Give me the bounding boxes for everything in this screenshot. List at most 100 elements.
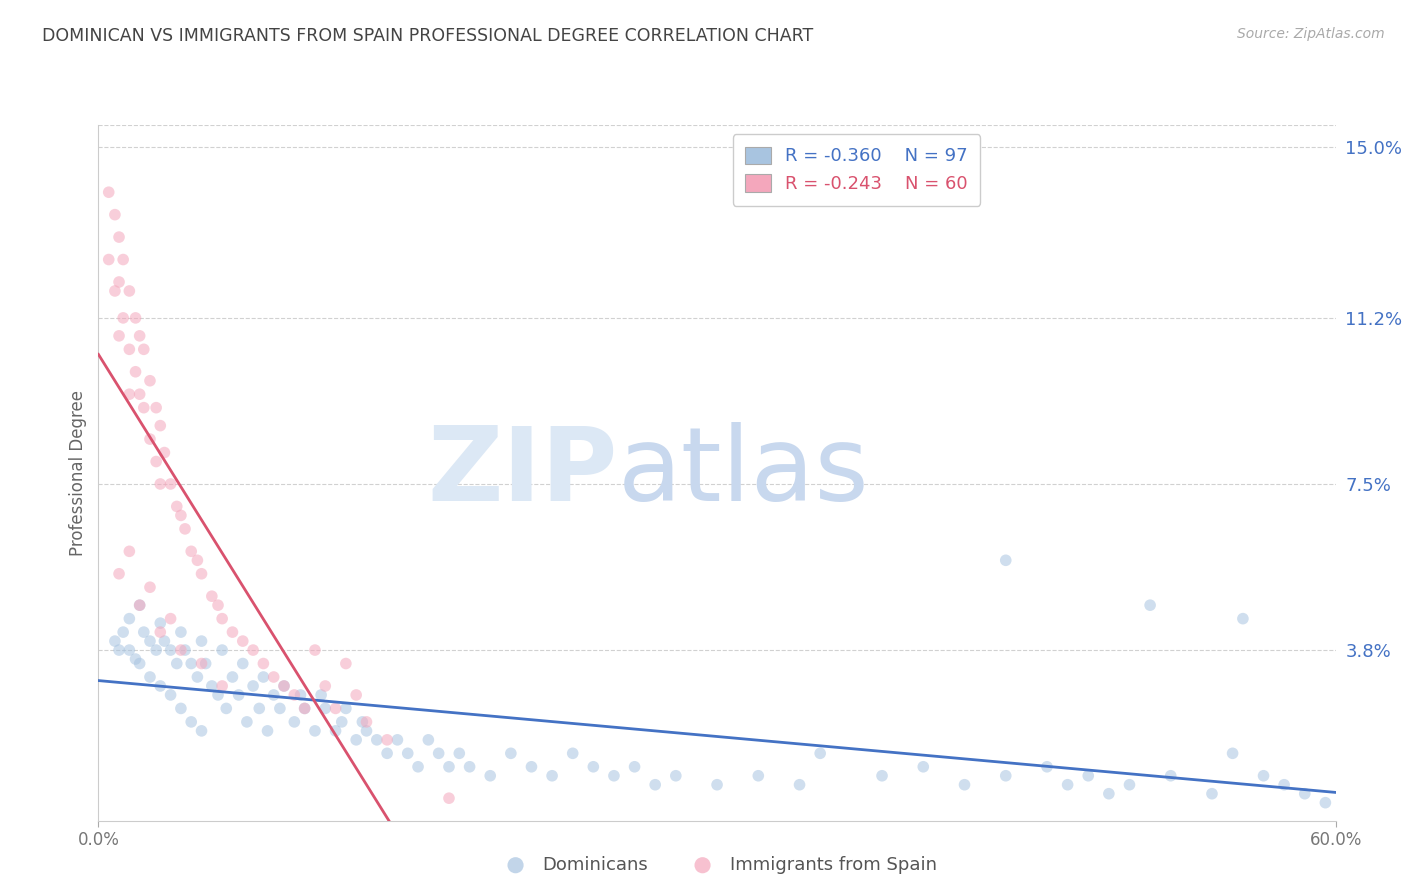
Point (228, 688, 250, 702)
Point (128, 657, 150, 671)
Point (273, 679, 295, 693)
Point (242, 679, 264, 693)
Point (201, 679, 224, 693)
Y-axis label: Professional Degree: Professional Degree (69, 390, 87, 556)
Point (418, 732, 440, 747)
Point (207, 688, 229, 702)
Point (325, 723, 347, 738)
Text: Source: ZipAtlas.com: Source: ZipAtlas.com (1237, 27, 1385, 41)
Point (149, 477, 172, 491)
Point (1160, 769, 1182, 783)
Point (396, 747, 419, 761)
Point (263, 688, 285, 702)
Point (112, 310, 135, 325)
Point (186, 670, 208, 684)
Point (159, 643, 181, 657)
Point (145, 401, 167, 415)
Point (174, 643, 197, 657)
Point (953, 778, 976, 792)
Point (139, 432, 162, 446)
Point (180, 544, 202, 558)
Point (132, 401, 155, 415)
Point (325, 701, 347, 715)
Point (221, 670, 243, 684)
Point (207, 598, 229, 612)
Point (1253, 769, 1275, 783)
Point (304, 643, 326, 657)
Point (273, 679, 295, 693)
Point (541, 769, 564, 783)
Point (139, 634, 162, 648)
Point (366, 732, 388, 747)
Point (256, 723, 278, 738)
Point (561, 747, 583, 761)
Point (1118, 778, 1140, 792)
Point (437, 760, 460, 774)
Point (789, 778, 811, 792)
Point (1201, 787, 1223, 801)
Point (159, 612, 181, 626)
Point (108, 275, 131, 289)
Point (170, 701, 193, 715)
Point (387, 732, 409, 747)
Point (221, 625, 243, 640)
Point (344, 688, 367, 702)
Point (97, 252, 120, 267)
Point (247, 701, 270, 715)
Point (994, 553, 1017, 567)
Point (108, 566, 131, 581)
Point (190, 634, 212, 648)
Point (449, 747, 471, 761)
Point (104, 634, 127, 648)
Point (314, 701, 336, 715)
Point (263, 670, 285, 684)
Point (1315, 796, 1337, 810)
Point (458, 760, 481, 774)
Point (128, 598, 150, 612)
Point (356, 723, 378, 738)
Point (1139, 598, 1161, 612)
Point (211, 679, 233, 693)
Point (406, 760, 429, 774)
Point (108, 643, 131, 657)
Point (190, 723, 212, 738)
Point (808, 747, 831, 761)
Point (97, 185, 120, 199)
Point (124, 652, 146, 666)
Point (314, 679, 336, 693)
Point (118, 643, 141, 657)
Point (118, 343, 141, 357)
Point (108, 230, 131, 244)
Point (283, 688, 305, 702)
Point (1272, 778, 1295, 792)
Point (211, 643, 233, 657)
Point (124, 365, 146, 379)
Point (186, 553, 208, 567)
Point (499, 747, 522, 761)
Point (153, 634, 176, 648)
Point (128, 329, 150, 343)
Point (290, 688, 312, 702)
Point (190, 566, 212, 581)
Point (118, 612, 141, 626)
Point (294, 701, 316, 715)
Point (356, 714, 378, 729)
Point (623, 760, 645, 774)
Point (232, 634, 254, 648)
Point (215, 701, 238, 715)
Point (170, 643, 193, 657)
Point (352, 714, 374, 729)
Point (1232, 612, 1254, 626)
Point (644, 778, 666, 792)
Point (118, 544, 141, 558)
Point (335, 701, 357, 715)
Point (112, 625, 135, 640)
Point (1222, 747, 1244, 761)
Text: atlas: atlas (619, 422, 870, 524)
Point (180, 657, 202, 671)
Point (269, 701, 291, 715)
Point (479, 769, 502, 783)
Point (603, 769, 626, 783)
Point (1098, 787, 1121, 801)
Point (132, 343, 155, 357)
